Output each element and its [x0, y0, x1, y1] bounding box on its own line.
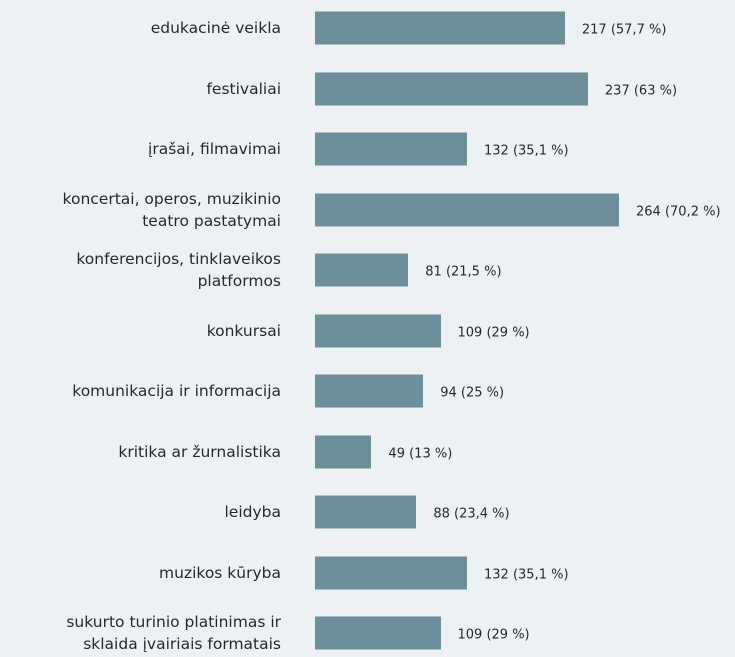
value-label: 237 (63 %): [604, 83, 678, 98]
category-label: festivaliai: [206, 79, 281, 98]
category-label: edukacinė veikla: [150, 19, 281, 37]
value-label: 217 (57,7 %): [581, 22, 667, 38]
bar: [315, 132, 467, 166]
value-label: 94 (25 %): [440, 385, 505, 401]
value-label: 132 (35,1 %): [484, 143, 569, 159]
value-label: 264 (70,2 %): [636, 204, 721, 219]
category-label: sukurto turinio platinimas ir sklaida įv…: [66, 613, 281, 653]
value-label: 109 (29 %): [457, 325, 530, 340]
category-label: komunikacija ir informacija: [72, 382, 281, 400]
category-label: įrašai, filmavimai: [148, 140, 281, 158]
bar: [315, 495, 417, 529]
value-label: 81 (21,5 %): [425, 264, 502, 280]
category-label: konferencijos, tinklaveikos platformos: [76, 250, 281, 290]
bar: [315, 314, 441, 347]
bar: [315, 253, 409, 287]
value-label: 49 (13 %): [388, 446, 453, 461]
bar: [315, 72, 588, 105]
value-label: 88 (23,4 %): [433, 506, 510, 522]
category-label: kritika ar žurnalistika: [118, 442, 281, 461]
category-label: koncertai, operos, muzikinio teatro past…: [62, 189, 281, 230]
value-label: 132 (35,1 %): [484, 567, 569, 582]
category-label: leidyba: [224, 503, 282, 521]
category-label: muzikos kūryba: [159, 563, 281, 582]
bar: [315, 556, 467, 589]
category-label: konkursai: [206, 321, 281, 340]
value-label: 109 (29 %): [457, 627, 530, 643]
bar: [315, 616, 441, 650]
bar: [315, 374, 424, 408]
bar: [315, 193, 619, 226]
bar: [315, 435, 372, 468]
bar: [315, 11, 565, 45]
